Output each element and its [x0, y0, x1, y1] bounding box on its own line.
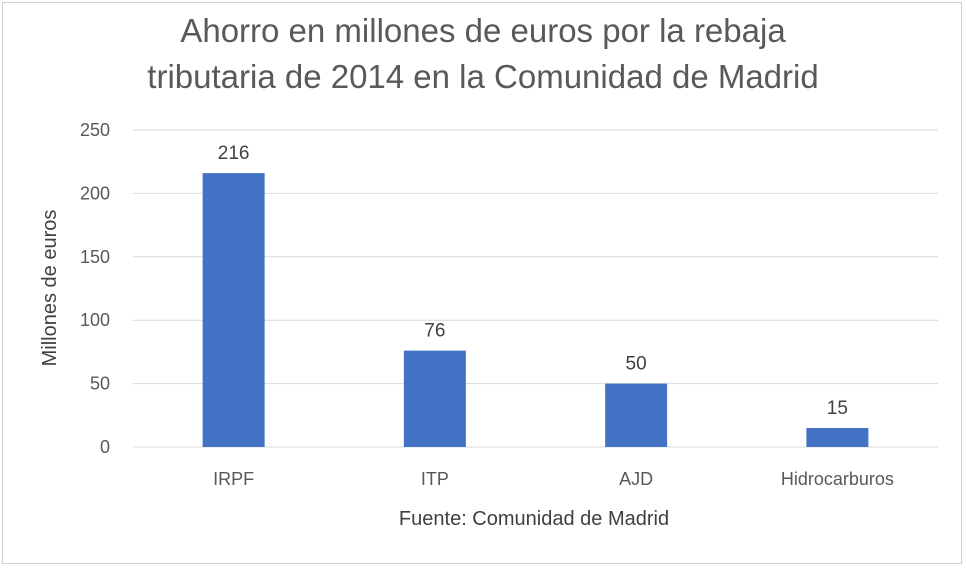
- y-tick-label: 0: [100, 437, 110, 457]
- data-label: 50: [626, 354, 647, 375]
- chart-title-line-2: tributaria de 2014 en la Comunidad de Ma…: [147, 58, 818, 95]
- x-category-label: ITP: [421, 469, 449, 489]
- bar-itp: [403, 350, 466, 447]
- y-tick-label: 250: [80, 120, 110, 140]
- y-tick-label: 100: [80, 310, 110, 330]
- bar-irpf: [202, 173, 265, 447]
- x-axis-categories: IRPF ITP AJD Hidrocarburos: [213, 469, 894, 489]
- bar-hidrocarburos: [806, 427, 869, 447]
- data-label: 76: [424, 321, 445, 342]
- y-tick-label: 200: [80, 183, 110, 203]
- bars: [202, 173, 869, 447]
- data-labels: 216 76 50 15: [218, 143, 848, 419]
- x-axis-title: Fuente: Comunidad de Madrid: [399, 508, 669, 530]
- data-label: 15: [827, 398, 848, 419]
- x-category-label: Hidrocarburos: [781, 469, 894, 489]
- y-axis-title: Millones de euros: [39, 210, 61, 367]
- bar-ajd: [605, 383, 668, 447]
- gridlines: [133, 129, 938, 448]
- y-tick-label: 150: [80, 247, 110, 267]
- x-category-label: IRPF: [213, 469, 254, 489]
- x-category-label: AJD: [619, 469, 653, 489]
- chart-title-line-1: Ahorro en millones de euros por la rebaj…: [180, 12, 786, 49]
- y-tick-label: 50: [90, 374, 110, 394]
- data-label: 216: [218, 143, 250, 164]
- y-axis-ticks: 0 50 100 150 200 250: [80, 120, 110, 457]
